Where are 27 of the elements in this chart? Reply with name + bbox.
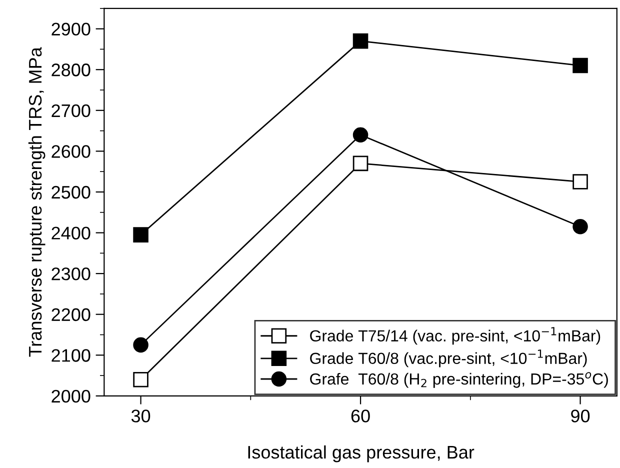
legend-label: Grafe T60/8 (H$_{2}$ pre-sintering, DP=-35$^{o}$C) (310, 372, 608, 388)
point (572, 58, 588, 74)
y-tick-label: 2200 (52, 308, 90, 322)
point (133, 372, 148, 388)
point (133, 227, 148, 242)
y-tick-label: 2700 (52, 104, 90, 118)
point (352, 127, 368, 143)
x-tick-label: 60 (351, 410, 370, 422)
x-tick-label: 30 (131, 410, 150, 422)
y-tick-label: 2400 (52, 226, 90, 240)
x-tick-label: 90 (571, 410, 590, 422)
point (352, 156, 368, 172)
point (133, 337, 148, 353)
y-tick-label: 2600 (52, 145, 90, 158)
y-tick-label: 2100 (52, 349, 90, 362)
point (572, 219, 588, 234)
y-tick-label: 2300 (52, 267, 90, 280)
y-axis-title: Transverse rupture strength TRS, MPa (28, 47, 46, 357)
legend-label: Grade T60/8 (vac.pre-sint, <10$^{−1}$mBar) (310, 350, 587, 368)
legend-label: Grade T75/14 (vac. pre-sint, <10$^{−1}$mBar) (310, 327, 600, 345)
point (352, 33, 368, 49)
point (572, 174, 588, 190)
y-tick-label: 2800 (52, 64, 90, 76)
y-tick-label: 2500 (52, 186, 90, 199)
y-tick-label: 2000 (52, 390, 90, 403)
x-axis-title: Isostatical gas pressure, Bar (248, 445, 474, 462)
y-tick-label: 2900 (52, 22, 90, 36)
